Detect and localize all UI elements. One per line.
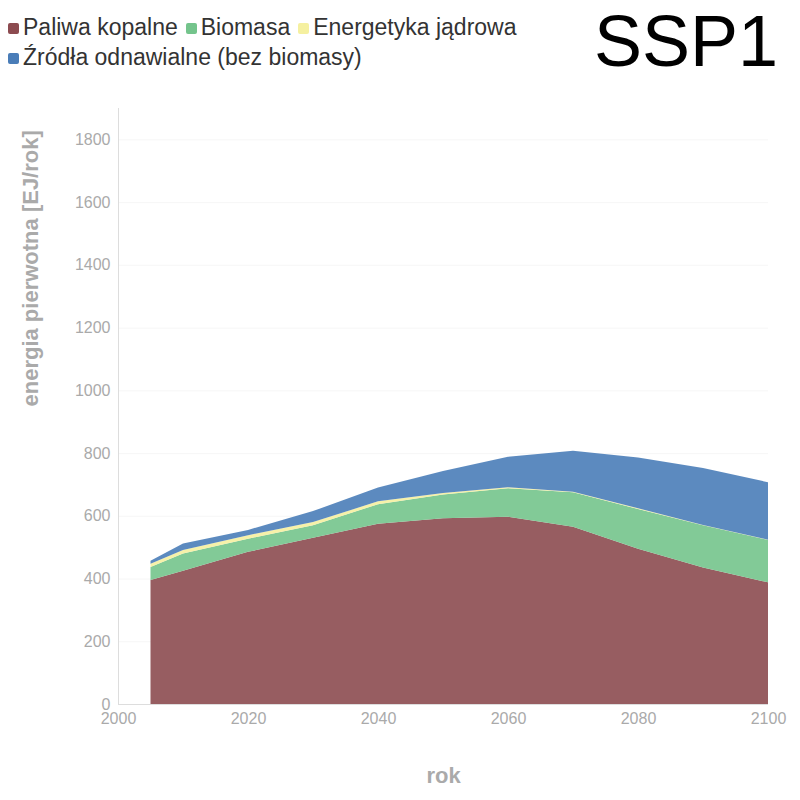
svg-text:600: 600 bbox=[84, 507, 111, 524]
svg-text:2080: 2080 bbox=[621, 710, 657, 727]
svg-text:2020: 2020 bbox=[231, 710, 267, 727]
html-text:SSP1: SSP1 bbox=[593, 1, 778, 81]
svg-text:1600: 1600 bbox=[75, 194, 111, 211]
svg-text:1400: 1400 bbox=[75, 256, 111, 273]
svg-text:200: 200 bbox=[84, 633, 111, 650]
svg-text:2060: 2060 bbox=[491, 710, 527, 727]
svg-text:rok: rok bbox=[426, 763, 461, 788]
html-text:Paliwa kopalne: Paliwa kopalne bbox=[23, 14, 178, 40]
html-text:Energetyka jądrowa: Energetyka jądrowa bbox=[313, 14, 517, 40]
svg-text:2040: 2040 bbox=[361, 710, 397, 727]
svg-text:1200: 1200 bbox=[75, 319, 111, 336]
svg-text:1800: 1800 bbox=[75, 131, 111, 148]
html-text:Źródła odnawialne (bez biomasy: Źródła odnawialne (bez biomasy) bbox=[23, 44, 362, 70]
svg-text:400: 400 bbox=[84, 570, 111, 587]
svg-text:energia pierwotna [EJ/rok]: energia pierwotna [EJ/rok] bbox=[18, 130, 43, 406]
svg-text:0: 0 bbox=[102, 696, 111, 713]
svg-text:2000: 2000 bbox=[100, 709, 137, 727]
html-text:Biomasa: Biomasa bbox=[200, 14, 291, 40]
svg-text:800: 800 bbox=[84, 445, 111, 462]
svg-text:1000: 1000 bbox=[75, 382, 111, 399]
svg-text:2100: 2100 bbox=[751, 710, 787, 727]
